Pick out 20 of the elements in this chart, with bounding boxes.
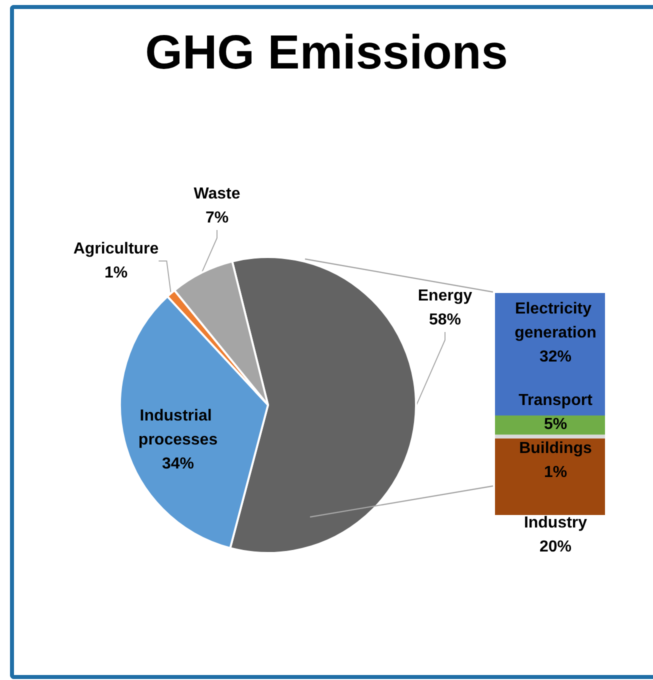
slice-label: Agriculture: [73, 240, 159, 258]
bar: [495, 415, 605, 435]
data-label: 5%: [544, 416, 568, 433]
chart-title: GHG Emissions: [145, 26, 508, 80]
slice-label: Energy: [418, 288, 472, 304]
data-label: 1%: [544, 464, 568, 482]
series-label: Transport: [518, 392, 594, 409]
data-label: 58%: [428, 312, 462, 328]
series-label: Industry: [524, 514, 588, 532]
data-label: 1%: [104, 264, 128, 282]
slice-label: Waste: [194, 186, 240, 202]
bar: [495, 434, 605, 438]
series-label: Electricity generation: [514, 300, 596, 342]
series-label: Buildings: [519, 440, 592, 458]
data-label: 20%: [539, 538, 572, 556]
data-label: 32%: [539, 348, 572, 366]
data-label: 7%: [205, 210, 229, 226]
slice-label: Industrial processes: [138, 408, 218, 448]
bar: [495, 438, 605, 515]
data-label: 34%: [162, 456, 194, 472]
